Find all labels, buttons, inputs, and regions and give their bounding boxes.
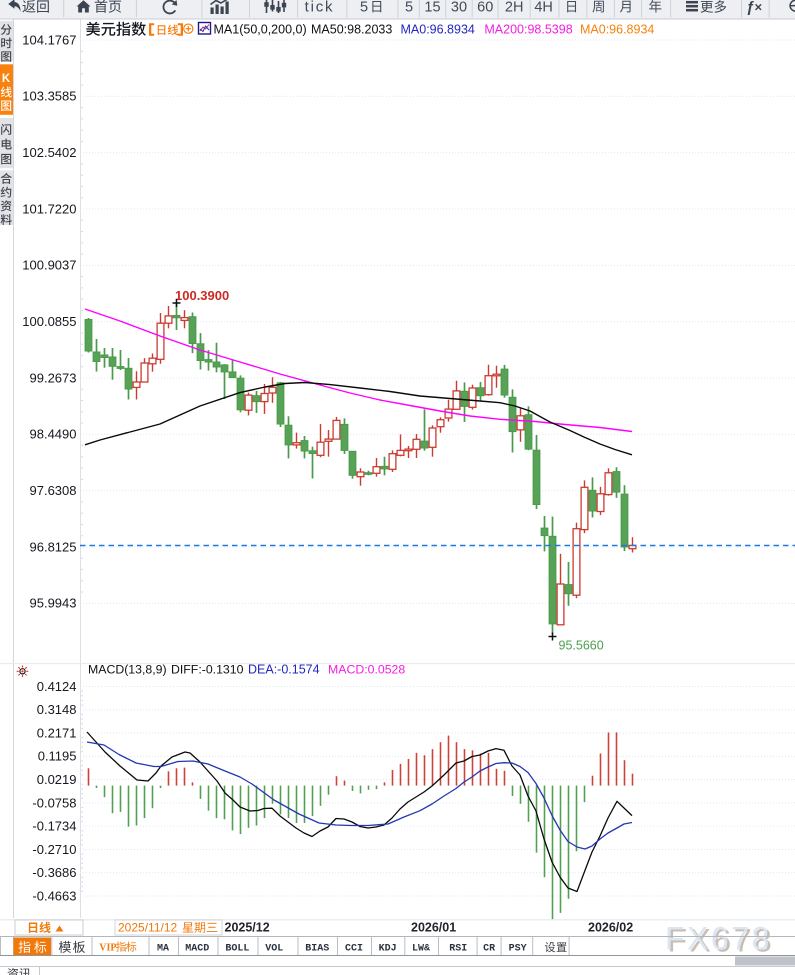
svg-text:RSI: RSI xyxy=(449,944,467,955)
svg-text:2026/01: 2026/01 xyxy=(411,921,456,935)
svg-text:5: 5 xyxy=(360,0,368,15)
svg-text:tick: tick xyxy=(305,0,335,15)
svg-text:2025/12: 2025/12 xyxy=(225,921,270,935)
svg-text:MA1(50,0,200,0): MA1(50,0,200,0) xyxy=(214,23,307,37)
svg-text:PSY: PSY xyxy=(509,944,527,955)
svg-text:60: 60 xyxy=(477,0,493,15)
svg-text:0.0219: 0.0219 xyxy=(37,772,77,787)
svg-text:CCI: CCI xyxy=(345,944,363,955)
svg-text:0.1195: 0.1195 xyxy=(38,749,77,764)
svg-text:LW&: LW& xyxy=(412,944,430,955)
svg-text:VIP: VIP xyxy=(99,943,116,954)
svg-text:ƒ: ƒ xyxy=(746,0,754,16)
svg-text:VOL: VOL xyxy=(265,944,283,955)
svg-text:98.4490: 98.4490 xyxy=(30,427,77,442)
svg-text:CR: CR xyxy=(483,944,495,955)
svg-text:K: K xyxy=(2,73,11,85)
svg-text:100.0855: 100.0855 xyxy=(22,314,76,329)
svg-text:30: 30 xyxy=(451,0,467,15)
svg-text:DEA:-0.1574: DEA:-0.1574 xyxy=(248,663,320,677)
svg-text:100.3900: 100.3900 xyxy=(175,288,229,303)
svg-text:103.3585: 103.3585 xyxy=(22,89,76,104)
svg-text:MA0:96.8934: MA0:96.8934 xyxy=(580,23,654,37)
svg-text:0.4124: 0.4124 xyxy=(37,679,77,694)
svg-text:KDJ: KDJ xyxy=(379,944,397,955)
svg-text:0.3148: 0.3148 xyxy=(37,702,77,717)
svg-text:102.5402: 102.5402 xyxy=(22,145,76,160)
svg-text:95.5660: 95.5660 xyxy=(559,639,604,653)
svg-text:FX678: FX678 xyxy=(665,921,772,957)
svg-text:2026/02: 2026/02 xyxy=(588,921,633,935)
svg-text:×: × xyxy=(755,0,763,15)
svg-text:-0.0758: -0.0758 xyxy=(32,795,76,810)
svg-text:97.6308: 97.6308 xyxy=(30,483,77,498)
svg-text:104.1767: 104.1767 xyxy=(22,32,76,47)
svg-text:MA50:98.2033: MA50:98.2033 xyxy=(311,23,392,37)
svg-text:2025/11/12: 2025/11/12 xyxy=(118,921,177,935)
svg-text:0.2171: 0.2171 xyxy=(37,725,77,740)
svg-text:100.9037: 100.9037 xyxy=(22,258,76,273)
svg-text:MA200:98.5398: MA200:98.5398 xyxy=(484,23,572,37)
svg-text:95.9943: 95.9943 xyxy=(30,596,77,611)
svg-text:MA: MA xyxy=(157,944,169,955)
svg-text:4H: 4H xyxy=(534,0,553,15)
svg-text:FX678: FX678 xyxy=(668,923,775,959)
svg-text:-0.1734: -0.1734 xyxy=(32,819,76,834)
svg-text:-0.3686: -0.3686 xyxy=(32,865,76,880)
svg-text:15: 15 xyxy=(424,0,440,15)
svg-text:DIFF:-0.1310: DIFF:-0.1310 xyxy=(171,663,244,677)
svg-text:MACD: MACD xyxy=(185,944,209,955)
svg-text:MA0:96.8934: MA0:96.8934 xyxy=(401,23,475,37)
svg-text:-0.2710: -0.2710 xyxy=(32,842,76,857)
svg-text:99.2673: 99.2673 xyxy=(30,370,77,385)
svg-text:MACD:0.0528: MACD:0.0528 xyxy=(328,663,405,677)
svg-text:5: 5 xyxy=(405,0,413,15)
svg-text:2H: 2H xyxy=(505,0,524,15)
svg-text:-0.4663: -0.4663 xyxy=(32,888,76,903)
svg-text:101.7220: 101.7220 xyxy=(22,201,76,216)
svg-text:96.8125: 96.8125 xyxy=(30,539,77,554)
svg-text:BIAS: BIAS xyxy=(305,944,329,955)
svg-text:MACD(13,8,9): MACD(13,8,9) xyxy=(88,663,167,677)
svg-text:BOLL: BOLL xyxy=(225,944,249,955)
